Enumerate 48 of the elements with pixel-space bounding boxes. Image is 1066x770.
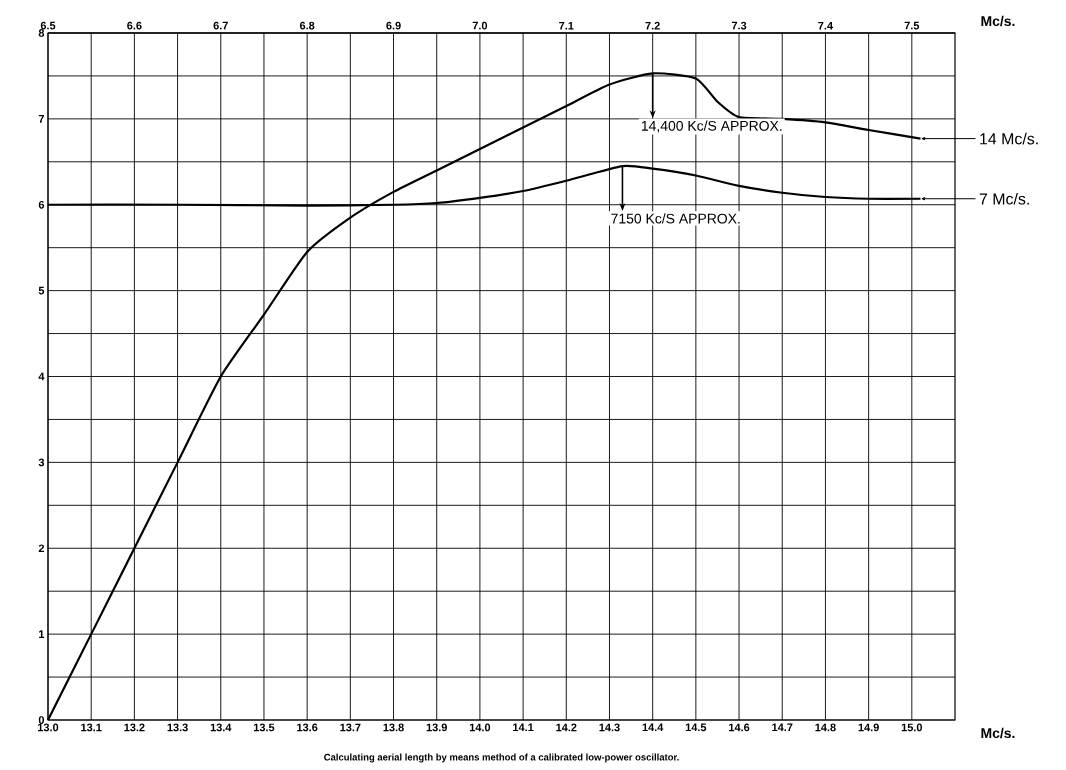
x2-tick-label: 7.5 — [904, 21, 920, 30]
x2-axis-title: Mc/s. — [981, 15, 1015, 27]
x-tick-label: 14.1 — [513, 723, 534, 732]
x2-tick-label: 7.4 — [818, 21, 833, 30]
x-tick-label: 13.0 — [38, 723, 59, 732]
x2-tick-label: 7.0 — [472, 21, 488, 30]
x-tick-label: 14.4 — [642, 723, 664, 732]
x2-tick-label: 6.8 — [299, 21, 315, 30]
x2-tick-label: 7.3 — [731, 21, 747, 30]
x-tick-label: 13.5 — [253, 723, 275, 732]
x-tick-label: 13.9 — [426, 723, 447, 732]
annotation: 14,400 Kc/S APPROX. — [641, 120, 782, 133]
y-tick-label: 4 — [38, 372, 45, 381]
x-tick-label: 13.2 — [124, 723, 145, 732]
legend-label: 7 Mc/s. — [979, 192, 1029, 205]
x-tick-label: 15.0 — [901, 723, 923, 732]
y-tick-label: 3 — [38, 458, 45, 467]
x2-tick-label: 6.5 — [40, 21, 56, 30]
x-tick-label: 14.3 — [599, 723, 620, 732]
y-tick-label: 8 — [38, 29, 45, 37]
annotation: 7150 Kc/S APPROX. — [611, 213, 740, 224]
y-tick-label: 2 — [38, 544, 45, 553]
x2-tick-label: 6.7 — [213, 21, 228, 30]
x-tick-label: 13.4 — [210, 723, 232, 732]
x-tick-label: 13.8 — [383, 723, 404, 732]
x-axis-title: Mc/s. — [981, 727, 1015, 739]
text: Calculating aerial length by means method of a calibrated low-power oscillator. — [324, 753, 679, 763]
x-tick-label: 14.7 — [772, 723, 793, 732]
y-tick-label: 6 — [38, 200, 45, 209]
x-tick-label: 13.6 — [297, 723, 318, 732]
x-tick-label: 14.5 — [685, 723, 707, 732]
x-tick-label: 14.9 — [858, 723, 879, 732]
x2-tick-label: 7.1 — [559, 21, 574, 30]
x-tick-label: 13.7 — [340, 723, 361, 732]
x-tick-label: 14.2 — [556, 723, 577, 732]
x-tick-label: 14.0 — [469, 723, 491, 732]
legend-label: 14 Mc/s. — [980, 132, 1038, 145]
y-tick-label: 1 — [39, 630, 45, 638]
x2-tick-label: 6.9 — [386, 21, 401, 30]
x-tick-label: 14.8 — [815, 723, 836, 732]
x-tick-label: 13.3 — [167, 723, 188, 732]
x2-tick-label: 7.2 — [645, 21, 660, 30]
y-tick-label: 7 — [38, 115, 44, 123]
y-tick-label: 5 — [38, 286, 45, 295]
x-tick-label: 14.6 — [729, 723, 750, 732]
y-tick-label: 0 — [38, 716, 45, 724]
x2-tick-label: 6.6 — [127, 21, 142, 30]
x-tick-label: 13.1 — [81, 723, 102, 732]
